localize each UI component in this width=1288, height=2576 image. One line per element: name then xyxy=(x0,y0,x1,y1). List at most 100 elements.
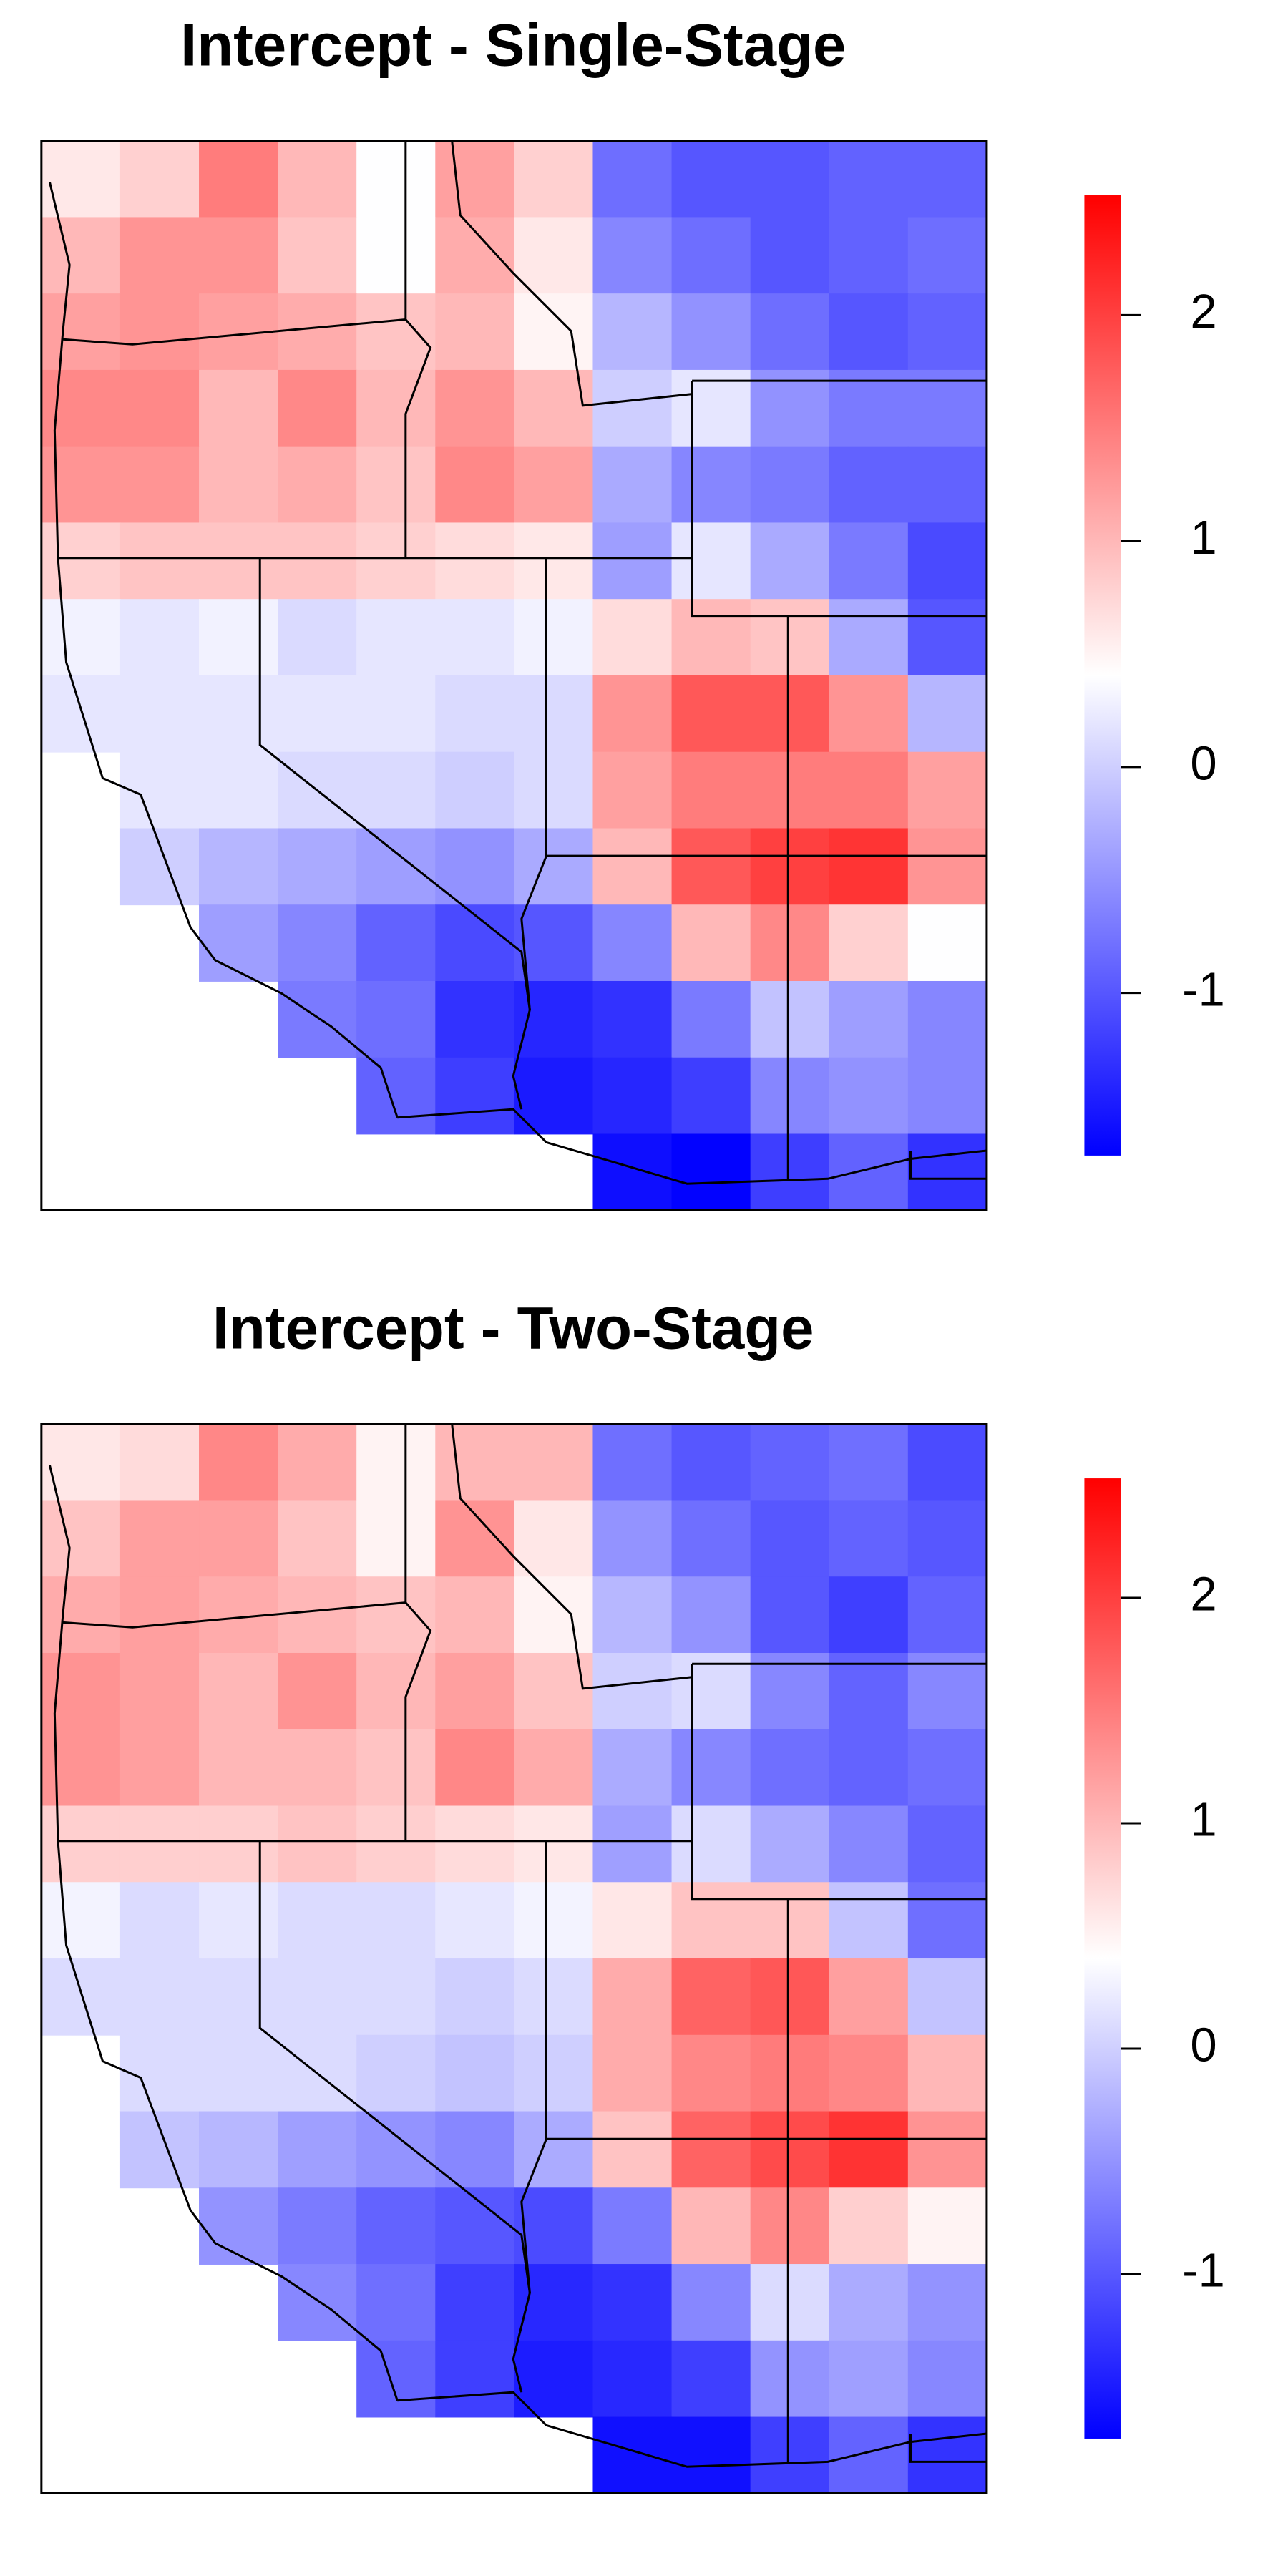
colorbar-tick-label: 2 xyxy=(1190,1568,1216,1621)
heatmap-cell xyxy=(671,980,751,1058)
heatmap-cell xyxy=(199,675,279,753)
heatmap-cell xyxy=(356,1423,436,1501)
heatmap-cell xyxy=(514,1805,594,1883)
heatmap-cell xyxy=(41,1652,121,1730)
heatmap-cell xyxy=(435,1882,515,1959)
heatmap-cell xyxy=(750,2111,830,2189)
heatmap-cell xyxy=(435,369,515,447)
heatmap-cell xyxy=(592,446,673,524)
heatmap-cell xyxy=(514,1500,594,1578)
heatmap-cell xyxy=(592,2264,673,2341)
heatmap-cell xyxy=(119,675,200,753)
heatmap-cell xyxy=(278,522,358,600)
heatmap-cell xyxy=(356,2187,436,2265)
heatmap-cell xyxy=(829,1729,909,1807)
heatmap-cell xyxy=(41,369,121,447)
heatmap-cell xyxy=(750,980,830,1058)
heatmap-cell xyxy=(41,1805,121,1883)
heatmap-cell xyxy=(199,904,279,982)
heatmap-cell xyxy=(671,1652,751,1730)
heatmap-cell xyxy=(278,369,358,447)
heatmap-cell xyxy=(435,522,515,600)
heatmap-cell xyxy=(278,980,358,1058)
heatmap-cell xyxy=(278,217,358,295)
heatmap-cell xyxy=(592,2034,673,2112)
heatmap-cell xyxy=(750,1057,830,1135)
heatmap-cell xyxy=(750,675,830,753)
heatmap-cell xyxy=(750,1729,830,1807)
map-panel: Intercept - Two-Stage -1 0 1 2 xyxy=(40,1294,1225,2494)
heatmap-cell xyxy=(278,1882,358,1959)
heatmap-cell xyxy=(435,1500,515,1578)
heatmap-cells xyxy=(41,140,987,1211)
heatmap-cell xyxy=(356,1057,436,1135)
colorbar-tick-label: -1 xyxy=(1182,962,1225,1016)
heatmap-cell xyxy=(278,1805,358,1883)
heatmap-cell xyxy=(671,217,751,295)
heatmap-cell xyxy=(356,446,436,524)
heatmap-cell xyxy=(119,1500,200,1578)
heatmap-cell xyxy=(278,2111,358,2189)
heatmap-cell xyxy=(119,369,200,447)
heatmap-cell xyxy=(592,1882,673,1959)
colorbar-tick-label: 1 xyxy=(1190,511,1216,565)
heatmap-cell xyxy=(907,2034,987,2112)
heatmap-cell xyxy=(199,1652,279,1730)
heatmap-cell xyxy=(435,904,515,982)
colorbar xyxy=(1084,1478,1121,2439)
heatmap-cell xyxy=(750,2034,830,2112)
heatmap-cell xyxy=(907,522,987,600)
heatmap-cell xyxy=(41,1882,121,1959)
heatmap-cell xyxy=(514,904,594,982)
heatmap-cell xyxy=(671,1805,751,1883)
heatmap-cell xyxy=(199,369,279,447)
heatmap-cell xyxy=(750,2264,830,2341)
heatmap-cell xyxy=(671,293,751,371)
heatmap-cell xyxy=(750,1882,830,1959)
heatmap-cell xyxy=(199,446,279,524)
heatmap-cell xyxy=(278,1729,358,1807)
heatmap-cell xyxy=(907,1423,987,1501)
heatmap-cell xyxy=(199,522,279,600)
heatmap-cell xyxy=(435,980,515,1058)
heatmap-cell xyxy=(356,2340,436,2418)
colorbar-tick-label: 0 xyxy=(1190,2019,1216,2072)
heatmap-cell xyxy=(592,1500,673,1578)
heatmap-cell xyxy=(671,2111,751,2189)
heatmap-cell xyxy=(356,1729,436,1807)
heatmap-cell xyxy=(592,1729,673,1807)
heatmap-cell xyxy=(671,1423,751,1501)
heatmap-cell xyxy=(278,599,358,676)
chart-title: Intercept - Two-Stage xyxy=(213,1294,814,1361)
heatmap-cell xyxy=(199,828,279,906)
heatmap-cell xyxy=(356,293,436,371)
heatmap-cell xyxy=(435,1423,515,1501)
heatmap-cell xyxy=(356,2264,436,2341)
heatmap-cell xyxy=(119,1652,200,1730)
heatmap-cell xyxy=(671,2264,751,2341)
heatmap-cell xyxy=(907,217,987,295)
heatmap-cell xyxy=(356,1652,436,1730)
heatmap-cell xyxy=(592,751,673,829)
heatmap-cell xyxy=(356,904,436,982)
heatmap-cell xyxy=(41,1500,121,1578)
heatmap-cell xyxy=(829,522,909,600)
heatmap-cell xyxy=(671,1576,751,1654)
heatmap-cell xyxy=(829,217,909,295)
heatmap-cell xyxy=(435,828,515,906)
heatmap-cell xyxy=(514,446,594,524)
colorbar-tick-label: 2 xyxy=(1190,285,1216,338)
heatmap-cell xyxy=(750,1133,830,1211)
heatmap-cell xyxy=(592,2187,673,2265)
chart-title: Intercept - Single-Stage xyxy=(180,11,846,78)
heatmap-cell xyxy=(750,446,830,524)
heatmap-cell xyxy=(671,1729,751,1807)
heatmap-cell xyxy=(907,904,987,982)
heatmap-cell xyxy=(278,446,358,524)
heatmap-cell xyxy=(41,446,121,524)
heatmap-cell xyxy=(278,293,358,371)
heatmap-cell xyxy=(671,751,751,829)
heatmap-cell xyxy=(278,828,358,906)
colorbar-tick-label: 0 xyxy=(1190,737,1216,791)
